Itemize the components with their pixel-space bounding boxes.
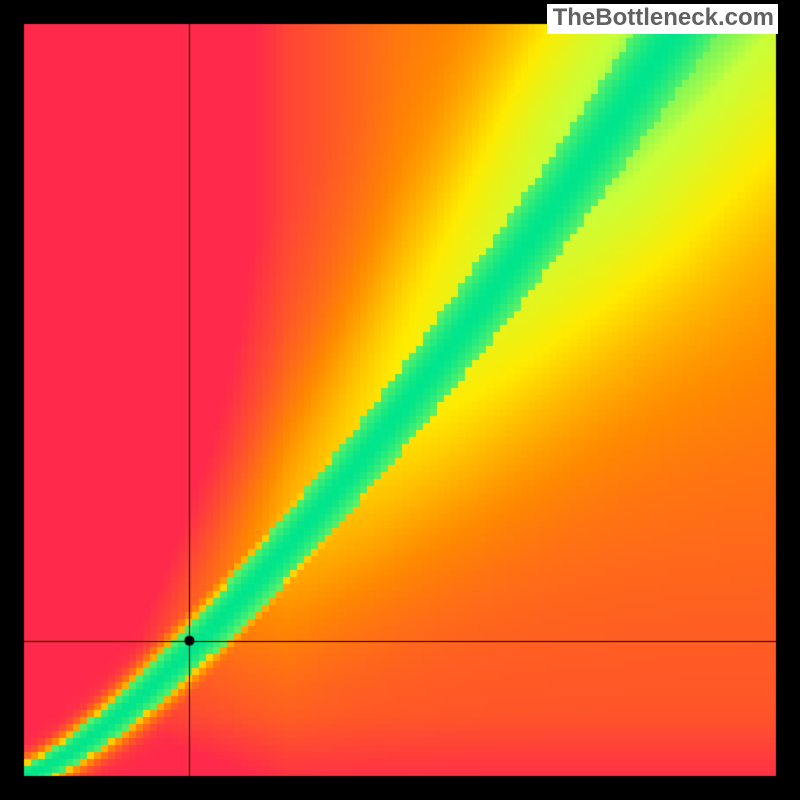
- watermark-label: TheBottleneck.com: [547, 4, 778, 34]
- chart-container: TheBottleneck.com: [0, 0, 800, 800]
- bottleneck-heatmap: [0, 0, 800, 800]
